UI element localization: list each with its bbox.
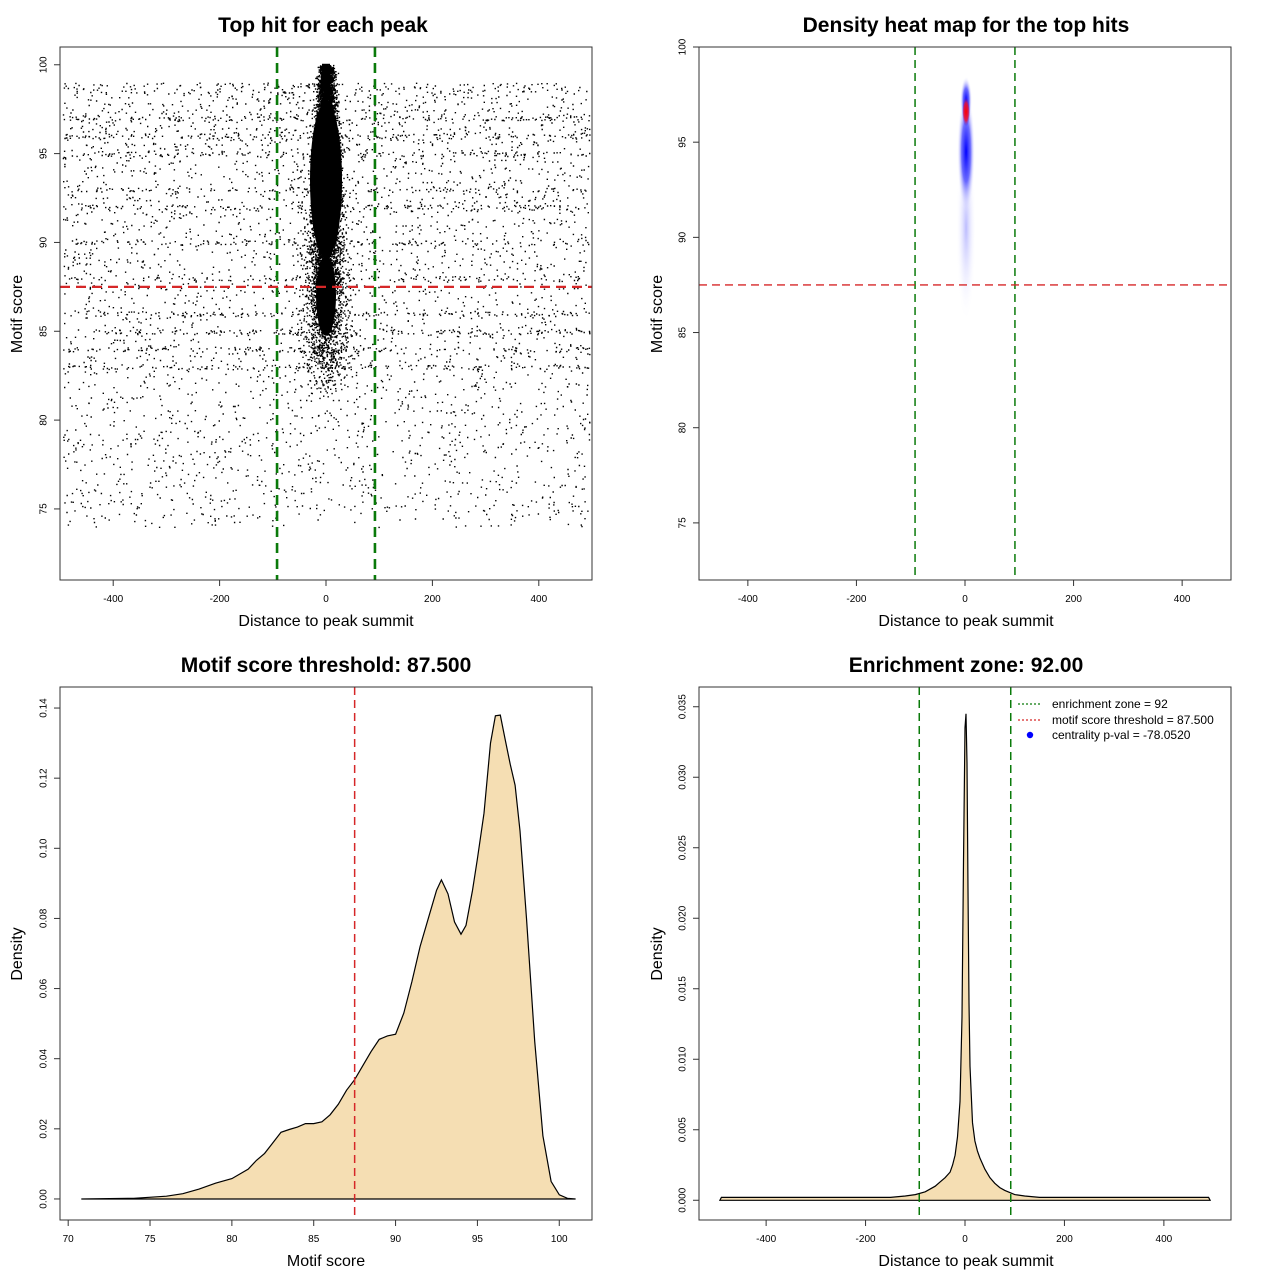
x-tick-label: 400 — [530, 594, 547, 605]
y-tick-label: 0.14 — [39, 698, 50, 718]
x-axis-ticks: 70 75 80 85 90 95 100 — [63, 1220, 568, 1245]
x-tick-label: -200 — [856, 1234, 876, 1245]
y-tick-label: 90 — [678, 231, 689, 243]
legend-threshold-label: motif score threshold = 87.500 — [1052, 713, 1214, 727]
panel4-xlabel: Distance to peak summit — [878, 1253, 1054, 1270]
panel-enrichment: Enrichment zone: 92.00 enrichment zone =… — [649, 654, 1232, 1270]
y-tick-label: 0.000 — [678, 1187, 689, 1212]
panel-top-hit: Top hit for each peak -400 -200 0 200 400 75… — [9, 14, 593, 630]
x-tick-label: -400 — [738, 594, 758, 605]
x-axis-ticks: -400 -200 0 200 400 — [756, 1220, 1173, 1245]
y-tick-label: 0.08 — [39, 908, 50, 928]
scatter-core-lower — [316, 255, 336, 336]
x-tick-label: 100 — [551, 1234, 568, 1245]
x-tick-label: 0 — [962, 1234, 968, 1245]
x-tick-label: -400 — [103, 594, 123, 605]
y-tick-label: 0.06 — [39, 978, 50, 998]
panel1-title: Top hit for each peak — [218, 14, 428, 37]
x-tick-label: -200 — [210, 594, 230, 605]
panel3-xlabel: Motif score — [287, 1253, 365, 1270]
y-tick-label: 0.10 — [39, 838, 50, 858]
panel2-xlabel: Distance to peak summit — [878, 613, 1054, 630]
density-area — [718, 713, 1212, 1201]
panel1-xlabel: Distance to peak summit — [238, 613, 414, 630]
y-tick-label: 0.00 — [39, 1189, 50, 1209]
heatmap-blue-region — [957, 91, 976, 212]
y-tick-label: 0.12 — [39, 768, 50, 788]
y-tick-label: 0.035 — [678, 694, 689, 719]
panel3-frame — [59, 686, 593, 1221]
x-axis-ticks: -400 -200 0 200 400 — [103, 580, 548, 605]
panel-heatmap: Density heat map for the top hits -400 -2… — [649, 14, 1232, 630]
panel4-ylabel: Density — [649, 927, 666, 980]
panel1-ylabel: Motif score — [9, 275, 26, 353]
y-tick-label: 95 — [678, 136, 689, 148]
y-tick-label: 0.02 — [39, 1119, 50, 1139]
density-heat-map — [956, 76, 977, 323]
x-tick-label: 0 — [323, 594, 329, 605]
x-tick-label: 200 — [1065, 594, 1082, 605]
panel-score-density: Motif score threshold: 87.500 70 75 80 85 90… — [9, 654, 593, 1270]
y-tick-label: 0.04 — [39, 1049, 50, 1069]
x-tick-label: 400 — [1156, 1234, 1173, 1245]
panel4-title: Enrichment zone: 92.00 — [849, 654, 1084, 677]
x-tick-label: 75 — [144, 1234, 156, 1245]
y-tick-label: 100 — [39, 56, 50, 73]
density-area — [81, 714, 576, 1200]
y-tick-label: 75 — [678, 517, 689, 529]
x-tick-label: 200 — [1056, 1234, 1073, 1245]
x-tick-label: 85 — [308, 1234, 320, 1245]
x-tick-label: 95 — [472, 1234, 484, 1245]
x-tick-label: 0 — [962, 594, 968, 605]
scatter-points — [62, 63, 591, 529]
y-axis-ticks: 0.000 0.005 0.010 0.015 0.020 0.025 0.030 0.035 — [678, 694, 699, 1213]
x-tick-label: 80 — [226, 1234, 238, 1245]
panel2-title: Density heat map for the top hits — [803, 14, 1130, 37]
panel3-ylabel: Density — [9, 927, 26, 980]
y-tick-label: 0.025 — [678, 835, 689, 860]
y-tick-label: 80 — [39, 414, 50, 426]
panel3-title: Motif score threshold: 87.500 — [181, 654, 472, 677]
y-axis-ticks: 75 80 85 90 95 100 — [678, 38, 699, 529]
legend: enrichment zone = 92 motif score thresho… — [1018, 697, 1214, 742]
y-tick-label: 100 — [678, 38, 689, 55]
legend-enrichment-label: enrichment zone = 92 — [1052, 697, 1168, 711]
y-tick-label: 90 — [39, 236, 50, 248]
x-tick-label: 70 — [63, 1234, 75, 1245]
y-tick-label: 75 — [39, 503, 50, 515]
y-tick-label: 0.020 — [678, 905, 689, 930]
legend-pval-label: centrality p-val = -78.0520 — [1052, 728, 1191, 742]
y-axis-ticks: 75 80 85 90 95 100 — [39, 56, 60, 515]
y-tick-label: 80 — [678, 422, 689, 434]
y-tick-label: 85 — [39, 325, 50, 337]
x-tick-label: -400 — [756, 1234, 776, 1245]
y-tick-label: 0.005 — [678, 1117, 689, 1142]
y-tick-label: 0.010 — [678, 1046, 689, 1071]
heatmap-peak — [962, 96, 971, 127]
x-tick-label: 90 — [390, 1234, 402, 1245]
x-axis-ticks: -400 -200 0 200 400 — [738, 580, 1191, 605]
x-tick-label: 400 — [1174, 594, 1191, 605]
x-tick-label: 200 — [424, 594, 441, 605]
x-tick-label: -200 — [846, 594, 866, 605]
y-tick-label: 85 — [678, 327, 689, 339]
y-tick-label: 95 — [39, 148, 50, 160]
scatter-core — [310, 102, 342, 259]
y-tick-label: 0.015 — [678, 976, 689, 1001]
panel2-ylabel: Motif score — [649, 275, 666, 353]
y-tick-label: 0.030 — [678, 764, 689, 789]
legend-pval-symbol — [1026, 731, 1034, 739]
y-axis-ticks: 0.00 0.02 0.04 0.06 0.08 0.10 0.12 0.14 — [39, 698, 60, 1209]
